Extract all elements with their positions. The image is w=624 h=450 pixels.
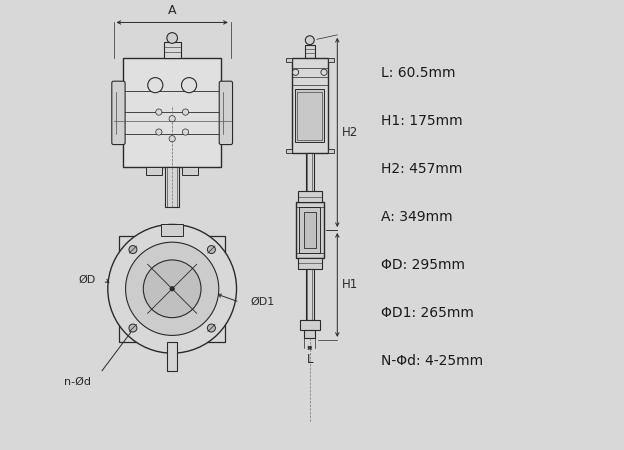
Circle shape <box>293 69 299 76</box>
Bar <box>292 58 328 153</box>
Text: N-Φd: 4-25mm: N-Φd: 4-25mm <box>381 354 483 368</box>
Bar <box>298 258 322 269</box>
Text: ΦD: 295mm: ΦD: 295mm <box>381 258 465 272</box>
FancyBboxPatch shape <box>219 81 233 144</box>
Bar <box>300 320 319 330</box>
Bar <box>286 58 292 63</box>
Bar <box>306 153 314 202</box>
Circle shape <box>321 69 327 76</box>
FancyBboxPatch shape <box>112 81 125 144</box>
Circle shape <box>156 109 162 115</box>
Bar <box>296 202 324 258</box>
Bar <box>307 269 313 320</box>
Text: A: 349mm: A: 349mm <box>381 210 452 225</box>
Bar <box>145 166 162 175</box>
Text: H2: 457mm: H2: 457mm <box>381 162 462 176</box>
Bar <box>161 224 183 236</box>
Circle shape <box>182 129 188 135</box>
Bar <box>328 58 334 63</box>
Bar <box>299 207 321 253</box>
Circle shape <box>305 36 314 45</box>
Bar <box>182 166 198 175</box>
Circle shape <box>156 129 162 135</box>
Text: H1: 175mm: H1: 175mm <box>381 114 462 128</box>
Circle shape <box>129 246 137 253</box>
Text: n-Ød: n-Ød <box>64 377 91 387</box>
Bar <box>124 58 221 166</box>
Circle shape <box>207 324 215 332</box>
Text: ØD: ØD <box>79 275 96 285</box>
Bar <box>163 42 180 58</box>
Bar <box>307 153 313 202</box>
Circle shape <box>148 77 163 93</box>
Text: L: 60.5mm: L: 60.5mm <box>381 67 456 81</box>
Bar <box>303 212 316 248</box>
Text: A: A <box>168 4 177 17</box>
Bar <box>295 90 324 142</box>
Bar <box>119 236 225 342</box>
Bar <box>306 269 314 320</box>
Text: ØD1: ØD1 <box>251 297 275 307</box>
Circle shape <box>108 225 236 353</box>
Text: ΦD1: 265mm: ΦD1: 265mm <box>381 306 474 320</box>
Bar <box>298 191 322 202</box>
Text: H2: H2 <box>342 126 358 139</box>
Circle shape <box>169 135 175 142</box>
Bar <box>286 149 292 153</box>
Bar <box>167 166 177 207</box>
Circle shape <box>144 260 201 318</box>
Bar <box>167 342 177 371</box>
Circle shape <box>125 242 219 335</box>
Circle shape <box>182 77 197 93</box>
Bar <box>298 92 322 140</box>
Text: H1: H1 <box>342 279 358 292</box>
Bar <box>165 166 179 207</box>
Circle shape <box>129 324 137 332</box>
Circle shape <box>170 287 174 291</box>
Text: L: L <box>306 353 313 366</box>
Bar <box>328 149 334 153</box>
Circle shape <box>169 116 175 122</box>
Bar <box>305 45 314 58</box>
Circle shape <box>182 109 188 115</box>
Bar <box>305 330 315 338</box>
Circle shape <box>207 246 215 253</box>
Circle shape <box>167 33 177 43</box>
